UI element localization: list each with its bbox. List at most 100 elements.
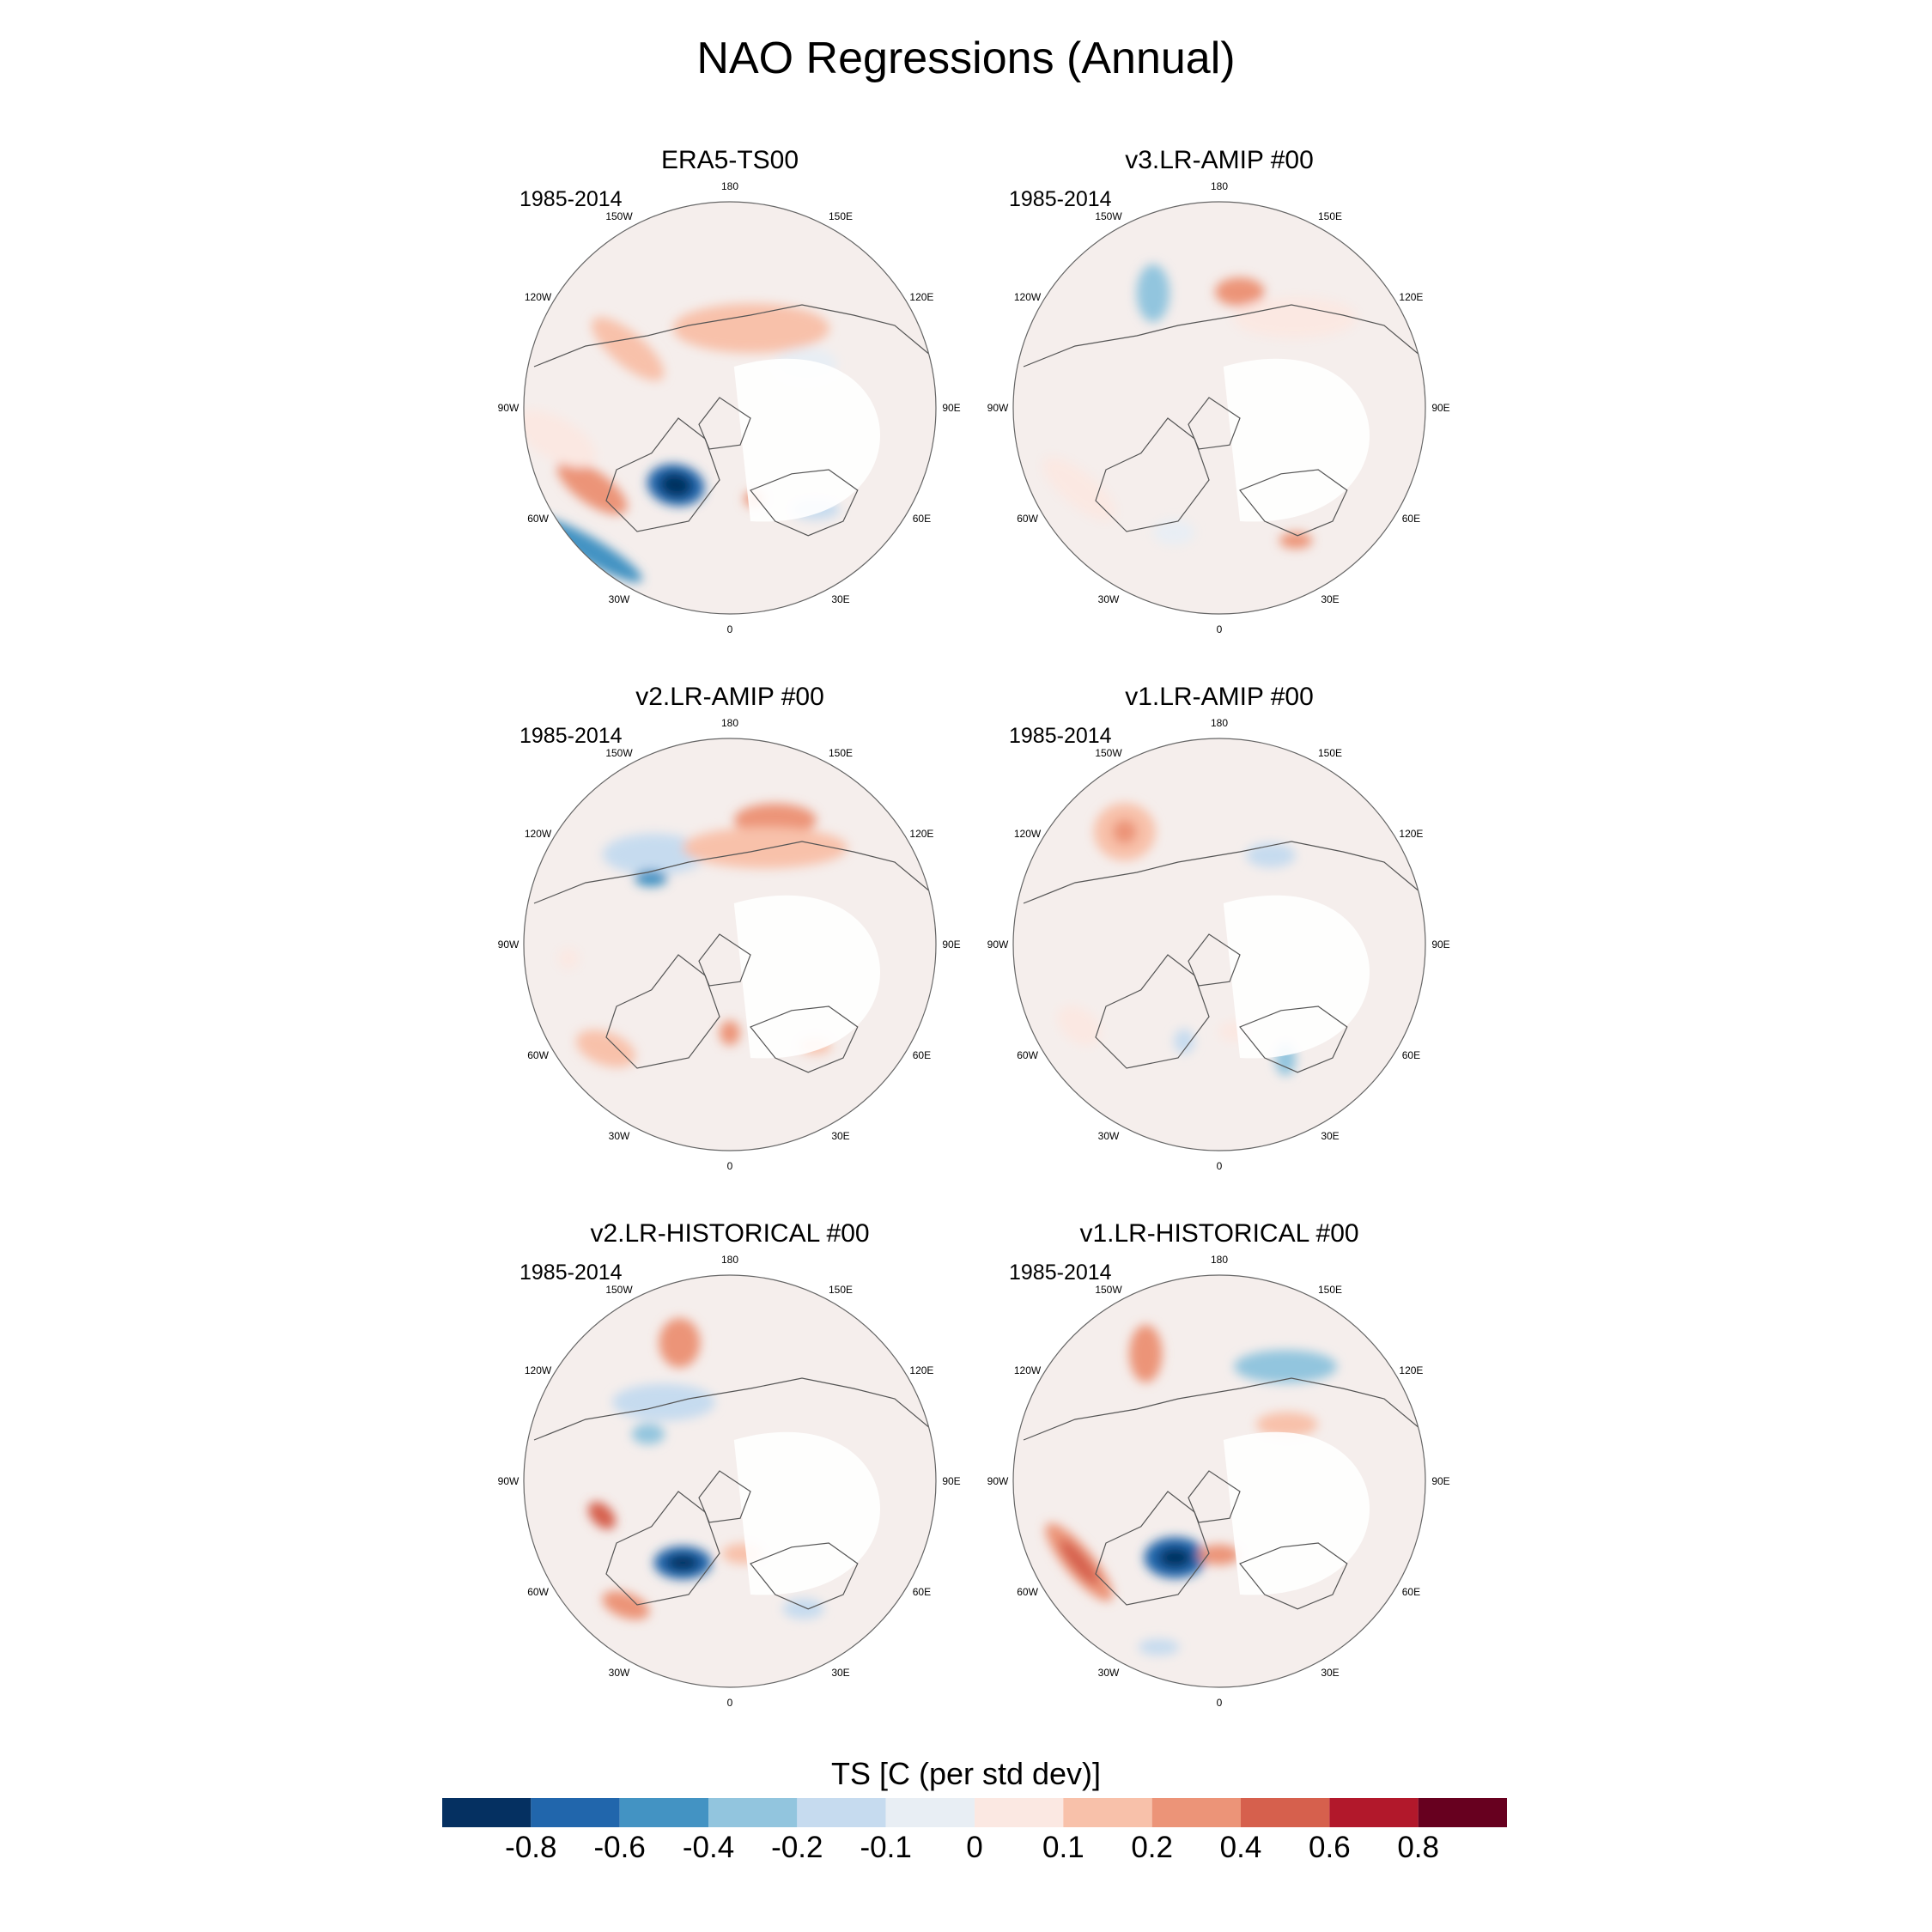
longitude-label: 30E [1321,593,1340,606]
coastline [1095,954,1210,1069]
longitude-label: 90E [1431,1475,1450,1487]
longitude-label: 90W [987,1475,1009,1487]
longitude-label: 30W [608,593,630,606]
longitude-label: 150E [1317,746,1343,759]
longitude-label: 180 [1210,1254,1229,1266]
longitude-label: 90E [942,939,961,951]
longitude-label: 150W [605,1283,633,1296]
coastline [1239,1005,1348,1073]
period-label: 1985-2014 [1009,724,1112,748]
period-label: 1985-2014 [1009,187,1112,211]
longitude-label: 30E [831,1130,850,1143]
longitude-label: 30W [608,1130,630,1143]
longitude-label: 120E [1399,1364,1424,1376]
longitude-label: 120W [1013,1364,1042,1376]
longitude-label: 30E [831,593,850,606]
longitude-label: 150E [828,1283,854,1296]
longitude-label: 30E [1321,1667,1340,1680]
colorbar-tick-label: 0.1 [1042,1831,1084,1864]
colorbar-tick-label: -0.8 [505,1831,557,1864]
anomaly-region [1112,819,1138,845]
anomaly-region [1279,532,1313,549]
anomaly-region [631,1424,665,1445]
colorbar-segment [1418,1798,1507,1827]
coastline [698,1470,751,1523]
longitude-label: 150E [1317,1283,1343,1296]
longitude-label: 90W [497,1475,519,1487]
longitude-label: 150E [828,746,854,759]
coastline [1188,1470,1241,1523]
polar-map-2 [1012,201,1426,615]
anomaly-region [1059,1539,1099,1585]
longitude-label: 150W [1095,210,1122,222]
anomaly-region [587,1501,617,1529]
longitude-label: 150W [1095,1283,1122,1296]
anomaly-region [659,1318,701,1368]
colorbar-tick-label: 0.4 [1219,1831,1262,1864]
longitude-label: 0 [726,1697,733,1709]
longitude-label: 60E [912,1049,932,1061]
longitude-label: 90E [942,1475,961,1487]
figure-title: NAO Regressions (Annual) [696,33,1236,83]
longitude-label: 120W [524,291,552,303]
colorbar-segment [885,1798,975,1827]
coastline [1023,304,1422,368]
longitude-label: 180 [1210,717,1229,729]
coastline [605,417,720,532]
longitude-label: 180 [720,1254,739,1266]
longitude-label: 60W [527,1586,549,1598]
longitude-label: 30W [1097,593,1120,606]
longitude-label: 30E [1321,1130,1340,1143]
colorbar-tick-label: -0.6 [593,1831,646,1864]
anomaly-region [672,303,829,354]
longitude-label: 120E [909,291,934,303]
coastline [1239,1542,1348,1610]
longitude-label: 0 [726,1160,733,1172]
longitude-label: 60W [527,513,549,525]
anomaly-region [576,1030,635,1068]
period-label: 1985-2014 [1009,1261,1112,1285]
panel-title: v1.LR-HISTORICAL #00 [1079,1219,1359,1248]
panel-title: v1.LR-AMIP #00 [1125,683,1314,711]
anomaly-region [1057,1005,1101,1046]
coastline [605,954,720,1069]
longitude-label: 120W [524,1364,552,1376]
colorbar-tick-label: 0 [966,1831,983,1864]
longitude-label: 90W [987,402,1009,414]
colorbar-segment [708,1798,798,1827]
longitude-label: 0 [1216,1697,1223,1709]
coastline [1239,469,1348,537]
map-border [523,201,937,615]
map-border [523,738,937,1151]
anomaly-region [602,1590,650,1620]
colorbar-title: TS [C (per std dev)] [830,1756,1102,1791]
map-border [1012,201,1426,615]
coastline [698,397,751,450]
longitude-label: 120E [909,1364,934,1376]
anomaly-region [720,1020,740,1046]
longitude-label: 30W [608,1667,630,1680]
polar-map-6 [1012,1274,1426,1688]
colorbar [442,1798,1507,1827]
panel-title: v3.LR-AMIP #00 [1125,146,1314,174]
colorbar-segment [1241,1798,1330,1827]
longitude-label: 90E [1431,939,1450,951]
polar-map-4 [1012,738,1426,1151]
map-border [1012,738,1426,1151]
period-label: 1985-2014 [519,187,623,211]
anomaly-region [1234,1350,1338,1383]
longitude-label: 60E [912,1586,932,1598]
longitude-label: 150E [1317,210,1343,222]
coastline [1188,933,1241,987]
anomaly-region [1255,1412,1318,1437]
colorbar-tick-label: 0.6 [1309,1831,1351,1864]
longitude-label: 120E [909,828,934,840]
anomaly-region [1199,1544,1240,1565]
longitude-label: 120W [1013,291,1042,303]
colorbar-segment [1151,1798,1241,1827]
anomaly-region [556,459,628,515]
coastline [533,841,933,904]
longitude-label: 30W [1097,1130,1120,1143]
longitude-label: 90E [1431,402,1450,414]
map-border [1012,1274,1426,1688]
